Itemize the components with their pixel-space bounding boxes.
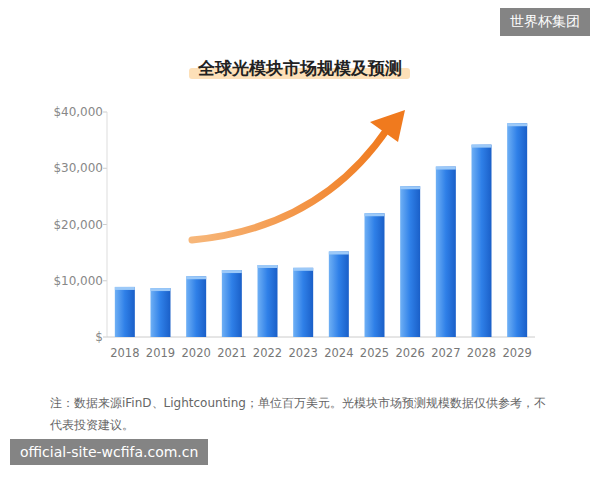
x-tick-label: 2024 bbox=[324, 346, 353, 360]
y-axis bbox=[107, 112, 108, 337]
x-tick-label: 2021 bbox=[217, 346, 246, 360]
x-tick-label: 2028 bbox=[467, 346, 496, 360]
bar bbox=[507, 123, 527, 337]
bar bbox=[293, 268, 313, 337]
bar-cap bbox=[258, 265, 278, 268]
bar-cap bbox=[329, 252, 349, 255]
bar-cap bbox=[186, 276, 206, 279]
y-tick-label: $40,000 bbox=[53, 105, 103, 119]
arrow-head bbox=[370, 110, 405, 142]
y-tick-label: $10,000 bbox=[53, 274, 103, 288]
bar-cap bbox=[293, 268, 313, 271]
x-tick-label: 2023 bbox=[289, 346, 318, 360]
x-tick-label: 2020 bbox=[182, 346, 211, 360]
y-tick bbox=[103, 224, 107, 225]
watermark: official-site-wcfifa.com.cn bbox=[10, 439, 208, 465]
x-tick-label: 2019 bbox=[146, 346, 175, 360]
x-axis bbox=[107, 337, 535, 338]
y-tick bbox=[103, 280, 107, 281]
bar-cap bbox=[472, 145, 492, 148]
x-tick-label: 2022 bbox=[253, 346, 282, 360]
bars bbox=[115, 123, 527, 337]
bar-cap bbox=[151, 288, 171, 291]
bar bbox=[151, 288, 171, 337]
bar bbox=[436, 167, 456, 337]
bar bbox=[186, 276, 206, 337]
y-tick-label: $30,000 bbox=[53, 161, 103, 175]
bar bbox=[258, 265, 278, 337]
bar-cap bbox=[436, 167, 456, 170]
bar-cap bbox=[115, 287, 135, 290]
bar bbox=[365, 213, 385, 337]
x-tick-label: 2029 bbox=[503, 346, 532, 360]
x-tick-label: 2027 bbox=[431, 346, 460, 360]
bar-cap bbox=[222, 270, 242, 273]
x-tick-label: 2026 bbox=[396, 346, 425, 360]
bar bbox=[329, 252, 349, 338]
bar bbox=[222, 270, 242, 337]
y-tick bbox=[103, 112, 107, 113]
y-tick bbox=[103, 337, 107, 338]
y-tick-label: $20,000 bbox=[53, 218, 103, 232]
x-tick-label: 2018 bbox=[110, 346, 139, 360]
y-tick-label: $ bbox=[95, 330, 103, 344]
bar bbox=[472, 145, 492, 337]
bar bbox=[400, 186, 420, 337]
x-tick-label: 2025 bbox=[360, 346, 389, 360]
title: 全球光模块市场规模及预测 bbox=[197, 58, 402, 78]
bar-cap bbox=[400, 186, 420, 189]
bar bbox=[115, 287, 135, 337]
watermark: 世界杯集团 bbox=[500, 8, 590, 36]
y-tick bbox=[103, 168, 107, 169]
bar-cap bbox=[365, 213, 385, 216]
bar-cap bbox=[507, 123, 527, 126]
trend-arrow bbox=[192, 128, 388, 240]
note: 注：数据来源iFinD、Lightcounting；单位百万美元。光模块市场预测… bbox=[50, 392, 555, 436]
